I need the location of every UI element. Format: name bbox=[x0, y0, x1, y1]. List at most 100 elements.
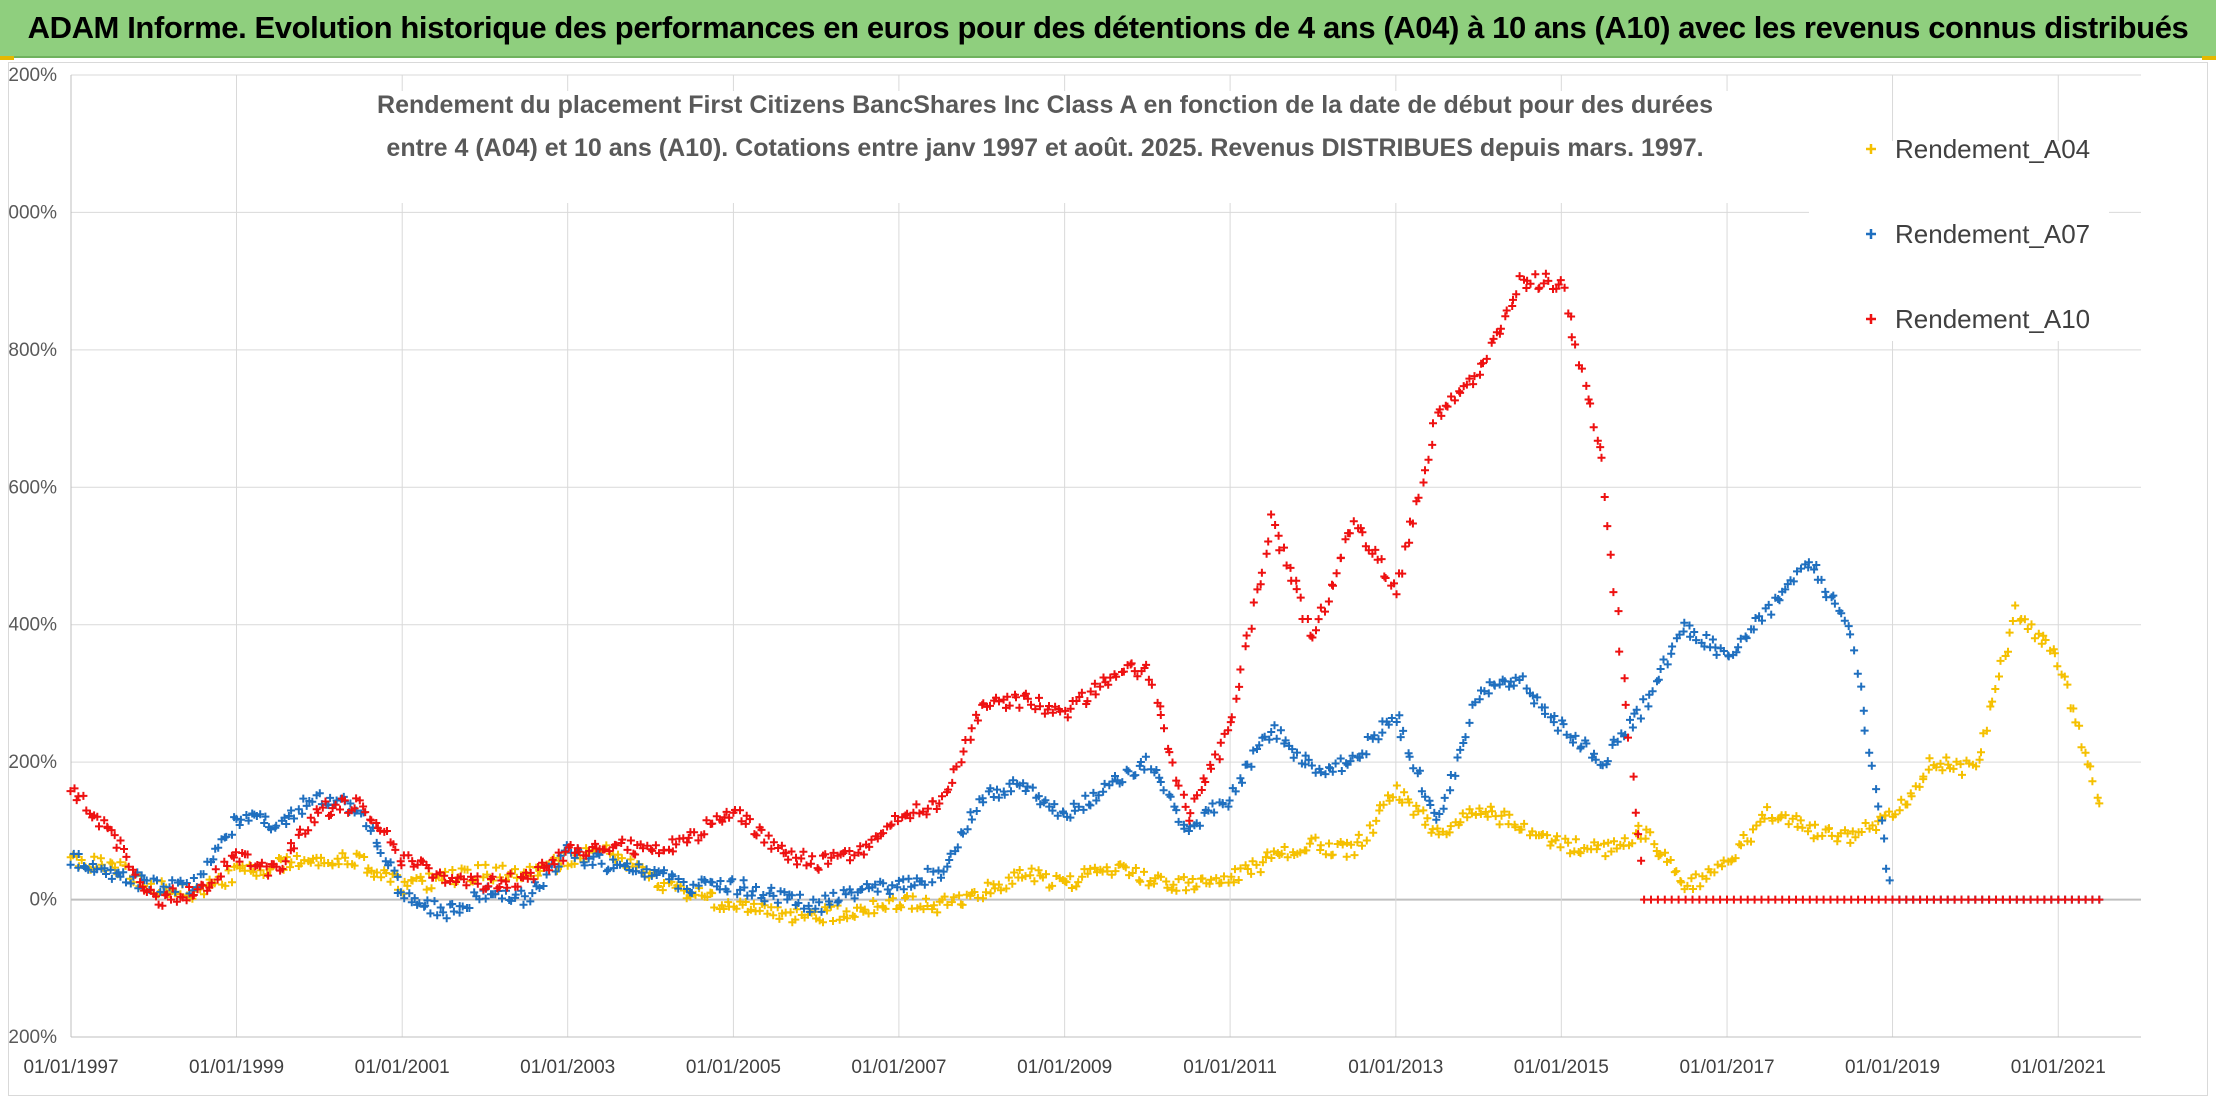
data-point bbox=[1742, 634, 1751, 643]
data-point bbox=[189, 891, 198, 899]
data-point bbox=[1235, 682, 1244, 691]
data-point bbox=[1479, 359, 1487, 368]
data-point bbox=[410, 894, 419, 903]
data-point bbox=[442, 914, 451, 923]
data-point bbox=[2020, 615, 2029, 624]
data-point bbox=[122, 852, 131, 861]
data-point bbox=[580, 861, 589, 870]
data-point bbox=[793, 860, 801, 869]
data-point bbox=[1719, 856, 1728, 865]
data-point bbox=[708, 889, 717, 898]
data-point bbox=[1533, 693, 1542, 702]
data-point bbox=[1996, 656, 2005, 665]
data-point bbox=[1256, 868, 1265, 877]
data-point bbox=[1193, 791, 1201, 800]
data-point bbox=[1796, 816, 1805, 825]
data-point bbox=[1074, 802, 1083, 811]
data-point bbox=[373, 842, 382, 851]
data-point bbox=[1280, 843, 1289, 851]
data-point bbox=[708, 819, 717, 828]
data-point bbox=[708, 878, 717, 887]
legend-label: Rendement_A04 bbox=[1895, 134, 2090, 164]
data-point bbox=[973, 716, 982, 725]
data-point bbox=[90, 852, 99, 861]
data-point bbox=[1336, 553, 1345, 562]
legend: Rendement_A04 Rendement_A07 Rendement_A10 bbox=[1809, 134, 2109, 341]
data-point bbox=[72, 796, 81, 805]
data-point bbox=[741, 819, 750, 828]
data-point bbox=[193, 885, 202, 894]
data-point bbox=[1405, 798, 1414, 807]
data-point bbox=[873, 887, 882, 896]
data-point bbox=[235, 821, 244, 829]
data-point bbox=[1111, 867, 1120, 876]
series-Rendement_A10 bbox=[66, 269, 2104, 910]
corner-mark-right bbox=[2202, 56, 2216, 60]
data-point bbox=[1818, 831, 1827, 840]
data-point bbox=[397, 861, 406, 870]
data-point bbox=[408, 857, 417, 866]
data-point bbox=[1111, 772, 1119, 780]
data-point bbox=[1182, 886, 1190, 895]
data-point bbox=[949, 893, 958, 902]
data-point bbox=[124, 862, 133, 871]
data-point bbox=[1429, 419, 1437, 428]
data-point bbox=[781, 848, 790, 857]
data-point bbox=[100, 864, 109, 873]
data-point bbox=[1401, 542, 1410, 551]
data-point bbox=[1423, 814, 1432, 823]
data-point bbox=[2001, 652, 2010, 660]
data-point bbox=[1270, 721, 1279, 730]
data-point bbox=[787, 847, 796, 856]
data-point bbox=[1002, 884, 1011, 893]
data-point bbox=[1683, 881, 1692, 890]
data-point bbox=[129, 865, 137, 874]
data-point bbox=[1500, 807, 1509, 816]
data-point bbox=[321, 797, 330, 806]
data-point bbox=[1541, 709, 1549, 718]
data-point bbox=[854, 848, 863, 857]
data-point bbox=[1346, 757, 1355, 766]
data-point bbox=[1229, 878, 1238, 887]
data-point bbox=[116, 858, 125, 867]
x-tick-label: 01/01/1997 bbox=[23, 1057, 118, 1078]
data-point bbox=[1066, 813, 1075, 822]
data-point bbox=[769, 891, 778, 900]
data-point bbox=[359, 802, 368, 811]
data-point bbox=[1128, 869, 1137, 877]
data-point bbox=[1159, 786, 1168, 795]
data-point bbox=[2011, 601, 2020, 610]
data-point bbox=[834, 896, 843, 905]
data-point bbox=[1667, 649, 1676, 658]
data-point bbox=[1509, 681, 1518, 690]
data-point bbox=[1398, 798, 1407, 807]
data-point bbox=[1696, 882, 1705, 891]
data-point bbox=[1156, 711, 1165, 719]
data-point bbox=[1201, 778, 1210, 786]
data-point bbox=[1277, 849, 1286, 858]
data-point bbox=[1362, 836, 1371, 845]
data-point bbox=[1456, 745, 1465, 754]
data-point bbox=[1624, 733, 1632, 742]
data-point bbox=[1819, 895, 1828, 904]
data-point bbox=[1067, 884, 1076, 892]
data-point bbox=[2027, 620, 2036, 629]
data-point bbox=[646, 845, 655, 854]
data-point bbox=[665, 845, 673, 854]
data-point bbox=[843, 914, 852, 923]
data-point bbox=[1582, 381, 1591, 390]
data-point bbox=[1417, 787, 1426, 796]
data-point bbox=[367, 866, 376, 875]
data-point bbox=[767, 844, 776, 853]
data-point bbox=[256, 810, 265, 819]
data-point bbox=[1144, 675, 1153, 684]
data-point bbox=[899, 885, 908, 894]
data-point bbox=[897, 903, 906, 912]
data-point bbox=[341, 853, 350, 862]
data-point bbox=[1408, 519, 1417, 528]
data-point bbox=[769, 838, 778, 847]
data-point bbox=[850, 894, 859, 903]
data-point bbox=[990, 884, 999, 893]
data-point bbox=[694, 836, 703, 845]
data-point bbox=[1248, 857, 1257, 866]
